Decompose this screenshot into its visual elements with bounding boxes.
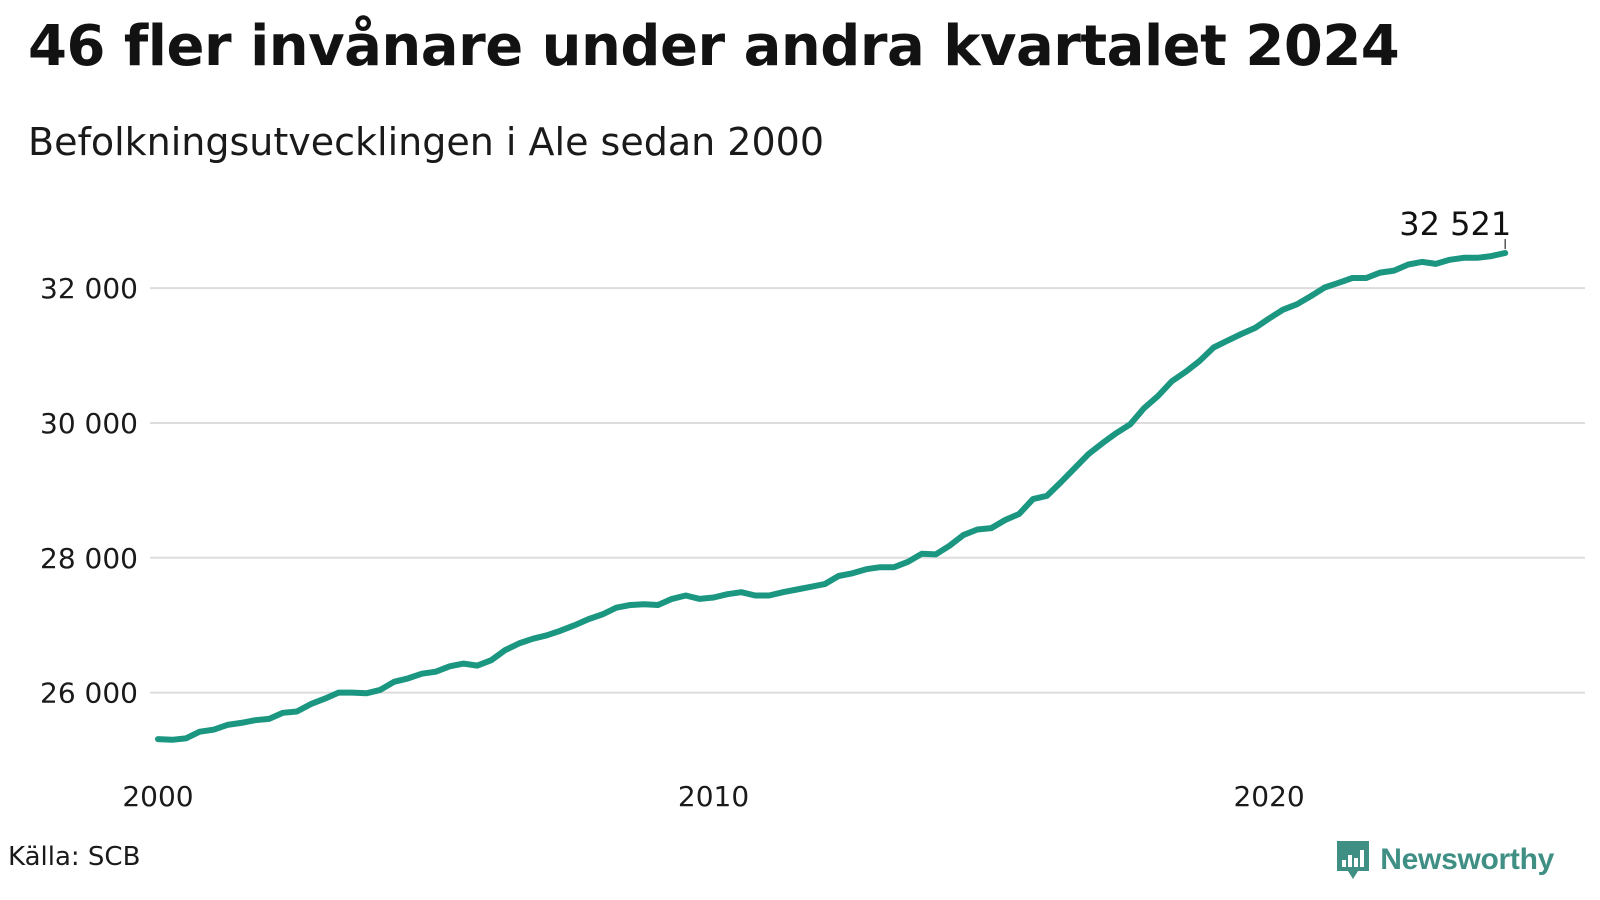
brand-name: Newsworthy: [1380, 843, 1554, 876]
x-tick-label: 2000: [122, 780, 193, 813]
series: [155, 250, 1509, 743]
y-tick-label: 30 000: [40, 407, 138, 440]
x-axis-ticks: 2000 2010 2020: [122, 780, 1304, 813]
y-tick-label: 28 000: [40, 542, 138, 575]
population-line: [155, 250, 1509, 743]
x-tick-label: 2010: [678, 780, 749, 813]
bar-chart-speech-bubble-icon: [1337, 841, 1370, 879]
gridlines: [150, 287, 1585, 694]
value-annotations: 32 521: [1399, 205, 1511, 250]
y-tick-label: 26 000: [40, 677, 138, 710]
brand-logo: Newsworthy: [1334, 838, 1554, 882]
chart-subtitle: Befolkningsutvecklingen i Ale sedan 2000: [28, 120, 824, 164]
y-tick-label: 32 000: [40, 272, 138, 305]
x-tick-label: 2020: [1233, 780, 1304, 813]
source-note: Källa: SCB: [8, 842, 141, 872]
y-axis-ticks: 26 000 28 000 30 000 32 000: [40, 272, 138, 709]
chart-title: 46 fler invånare under andra kvartalet 2…: [28, 14, 1400, 79]
last-value-label: 32 521: [1399, 205, 1511, 243]
